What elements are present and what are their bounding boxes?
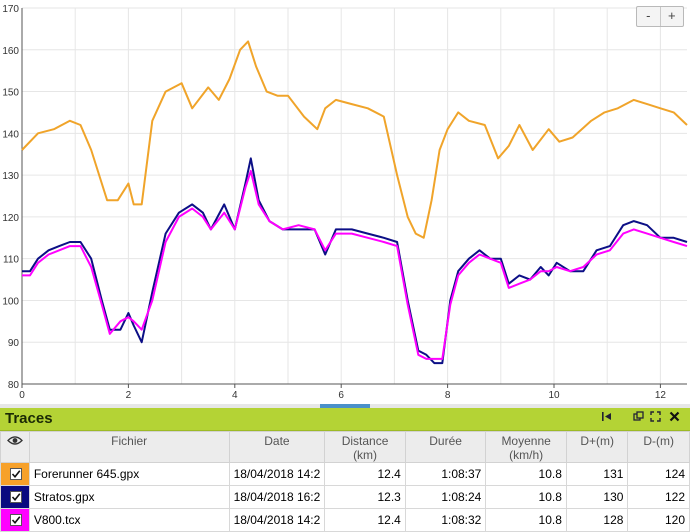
column-moyenne-label: Moyenne — [501, 434, 551, 448]
table-row[interactable]: Stratos.gpx 18/04/2018 16:2 12.3 1:08:24 10.… — [0, 485, 690, 509]
v800-series-line — [22, 169, 688, 360]
x-tick-label: 2 — [126, 390, 132, 401]
trace-color-swatch — [1, 486, 29, 508]
forerunner-series-line — [21, 40, 688, 239]
average-speed-cell: 10.8 — [485, 485, 567, 509]
elevation-loss-cell: 120 — [627, 508, 690, 532]
duration-cell: 1:08:24 — [404, 485, 487, 509]
duration-cell: 1:08:37 — [404, 462, 487, 486]
elevation-loss-cell: 122 — [627, 485, 690, 509]
date-cell: 18/04/2018 16:2 — [228, 485, 326, 509]
average-speed-cell: 10.8 — [485, 508, 567, 532]
distance-cell: 12.4 — [324, 462, 406, 486]
panel-header: Traces — [0, 408, 690, 431]
column-fichier[interactable]: Fichier — [28, 431, 230, 463]
distance-cell: 12.3 — [324, 485, 406, 509]
column-moyenne-unit: (km/h) — [509, 448, 544, 462]
duration-cell: 1:08:32 — [404, 508, 487, 532]
column-duree[interactable]: Durée — [404, 431, 487, 463]
file-name-cell: V800.tcx — [28, 508, 230, 532]
traces-table: Fichier Date Distance (km) Durée Moyenne(… — [0, 431, 690, 532]
y-tick-label: 100 — [2, 296, 19, 307]
column-distance-label: Distance — [341, 434, 389, 448]
trace-color-swatch — [1, 509, 29, 531]
file-name-cell: Stratos.gpx — [28, 485, 230, 509]
x-tick-label: 6 — [338, 390, 344, 401]
panel-splitter[interactable] — [0, 404, 690, 408]
elevation-gain-cell: 131 — [565, 462, 629, 486]
column-moyenne[interactable]: Moyenne (km/h) — [485, 431, 567, 463]
y-tick-label: 120 — [2, 213, 19, 224]
trace-color-cell[interactable] — [0, 462, 30, 486]
table-row[interactable]: V800.tcx 18/04/2018 14:2 12.4 1:08:32 10.8 12… — [0, 508, 690, 532]
visibility-checkbox[interactable] — [10, 468, 22, 480]
x-tick-label: 10 — [548, 390, 560, 401]
file-name-cell: Forerunner 645.gpx — [28, 462, 230, 486]
y-tick-label: 160 — [2, 46, 19, 57]
y-tick-label: 110 — [3, 255, 19, 266]
y-tick-label: 80 — [8, 380, 20, 391]
average-speed-cell: 10.8 — [485, 462, 567, 486]
detach-icon[interactable] — [633, 411, 644, 426]
zoom-controls: - + — [636, 6, 684, 27]
column-dminus[interactable]: D-(m) — [627, 431, 690, 463]
chart-area[interactable]: 80 90 100 110 120 130 140 150 160 170 0 2 4 6 8 10 12 - … — [0, 0, 690, 404]
y-tick-label: 90 — [8, 338, 20, 349]
x-tick-label: 12 — [655, 390, 667, 401]
date-cell: 18/04/2018 14:2 — [228, 462, 326, 486]
x-tick-label: 8 — [445, 390, 451, 401]
visibility-checkbox[interactable] — [10, 514, 22, 526]
visibility-column-header[interactable] — [0, 431, 30, 463]
date-cell: 18/04/2018 14:2 — [228, 508, 326, 532]
x-tick-label: 0 — [19, 390, 25, 401]
eye-icon — [6, 435, 23, 449]
elevation-gain-cell: 130 — [565, 485, 629, 509]
trace-color-cell[interactable] — [0, 485, 30, 509]
trace-color-swatch — [1, 463, 29, 485]
column-distance-unit: (km) — [353, 448, 378, 462]
distance-cell: 12.4 — [324, 508, 406, 532]
visibility-checkbox[interactable] — [10, 491, 22, 503]
zoom-in-button[interactable]: + — [659, 7, 684, 26]
elevation-chart[interactable]: 80 90 100 110 120 130 140 150 160 170 0 2 4 6 8 10 12 — [0, 0, 690, 404]
y-tick-label: 140 — [2, 129, 19, 140]
y-tick-label: 150 — [2, 88, 19, 99]
table-header-row: Fichier Date Distance (km) Durée Moyenne(… — [0, 431, 690, 463]
close-icon[interactable] — [669, 411, 680, 426]
zoom-out-button[interactable]: - — [646, 8, 651, 23]
splitter-handle[interactable] — [320, 404, 370, 408]
fullscreen-icon[interactable] — [650, 411, 661, 426]
traces-panel: Traces Fichier Date — [0, 408, 690, 532]
table-row[interactable]: Forerunner 645.gpx 18/04/2018 14:2 12.4 1:0… — [0, 462, 690, 486]
column-date[interactable]: Date — [228, 431, 326, 463]
stratos-series-line — [22, 157, 688, 365]
y-tick-label: 170 — [2, 4, 19, 15]
x-tick-label: 4 — [232, 390, 238, 401]
column-distance[interactable]: Distance (km) — [324, 431, 406, 463]
trace-color-cell[interactable] — [0, 508, 30, 532]
first-page-icon[interactable] — [601, 411, 612, 426]
y-tick-label: 130 — [2, 171, 19, 182]
elevation-loss-cell: 124 — [627, 462, 690, 486]
column-dplus[interactable]: D+(m) — [565, 431, 629, 463]
elevation-gain-cell: 128 — [565, 508, 629, 532]
panel-title: Traces — [5, 410, 53, 427]
